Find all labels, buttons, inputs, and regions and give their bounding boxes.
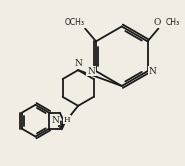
Text: OCH₃: OCH₃ bbox=[65, 18, 85, 27]
Text: CH₃: CH₃ bbox=[165, 18, 179, 27]
Text: O: O bbox=[154, 18, 161, 27]
Text: N: N bbox=[51, 116, 59, 125]
Text: N: N bbox=[74, 59, 82, 68]
Text: H: H bbox=[64, 116, 70, 124]
Text: N: N bbox=[87, 67, 95, 76]
Text: N: N bbox=[149, 67, 156, 76]
